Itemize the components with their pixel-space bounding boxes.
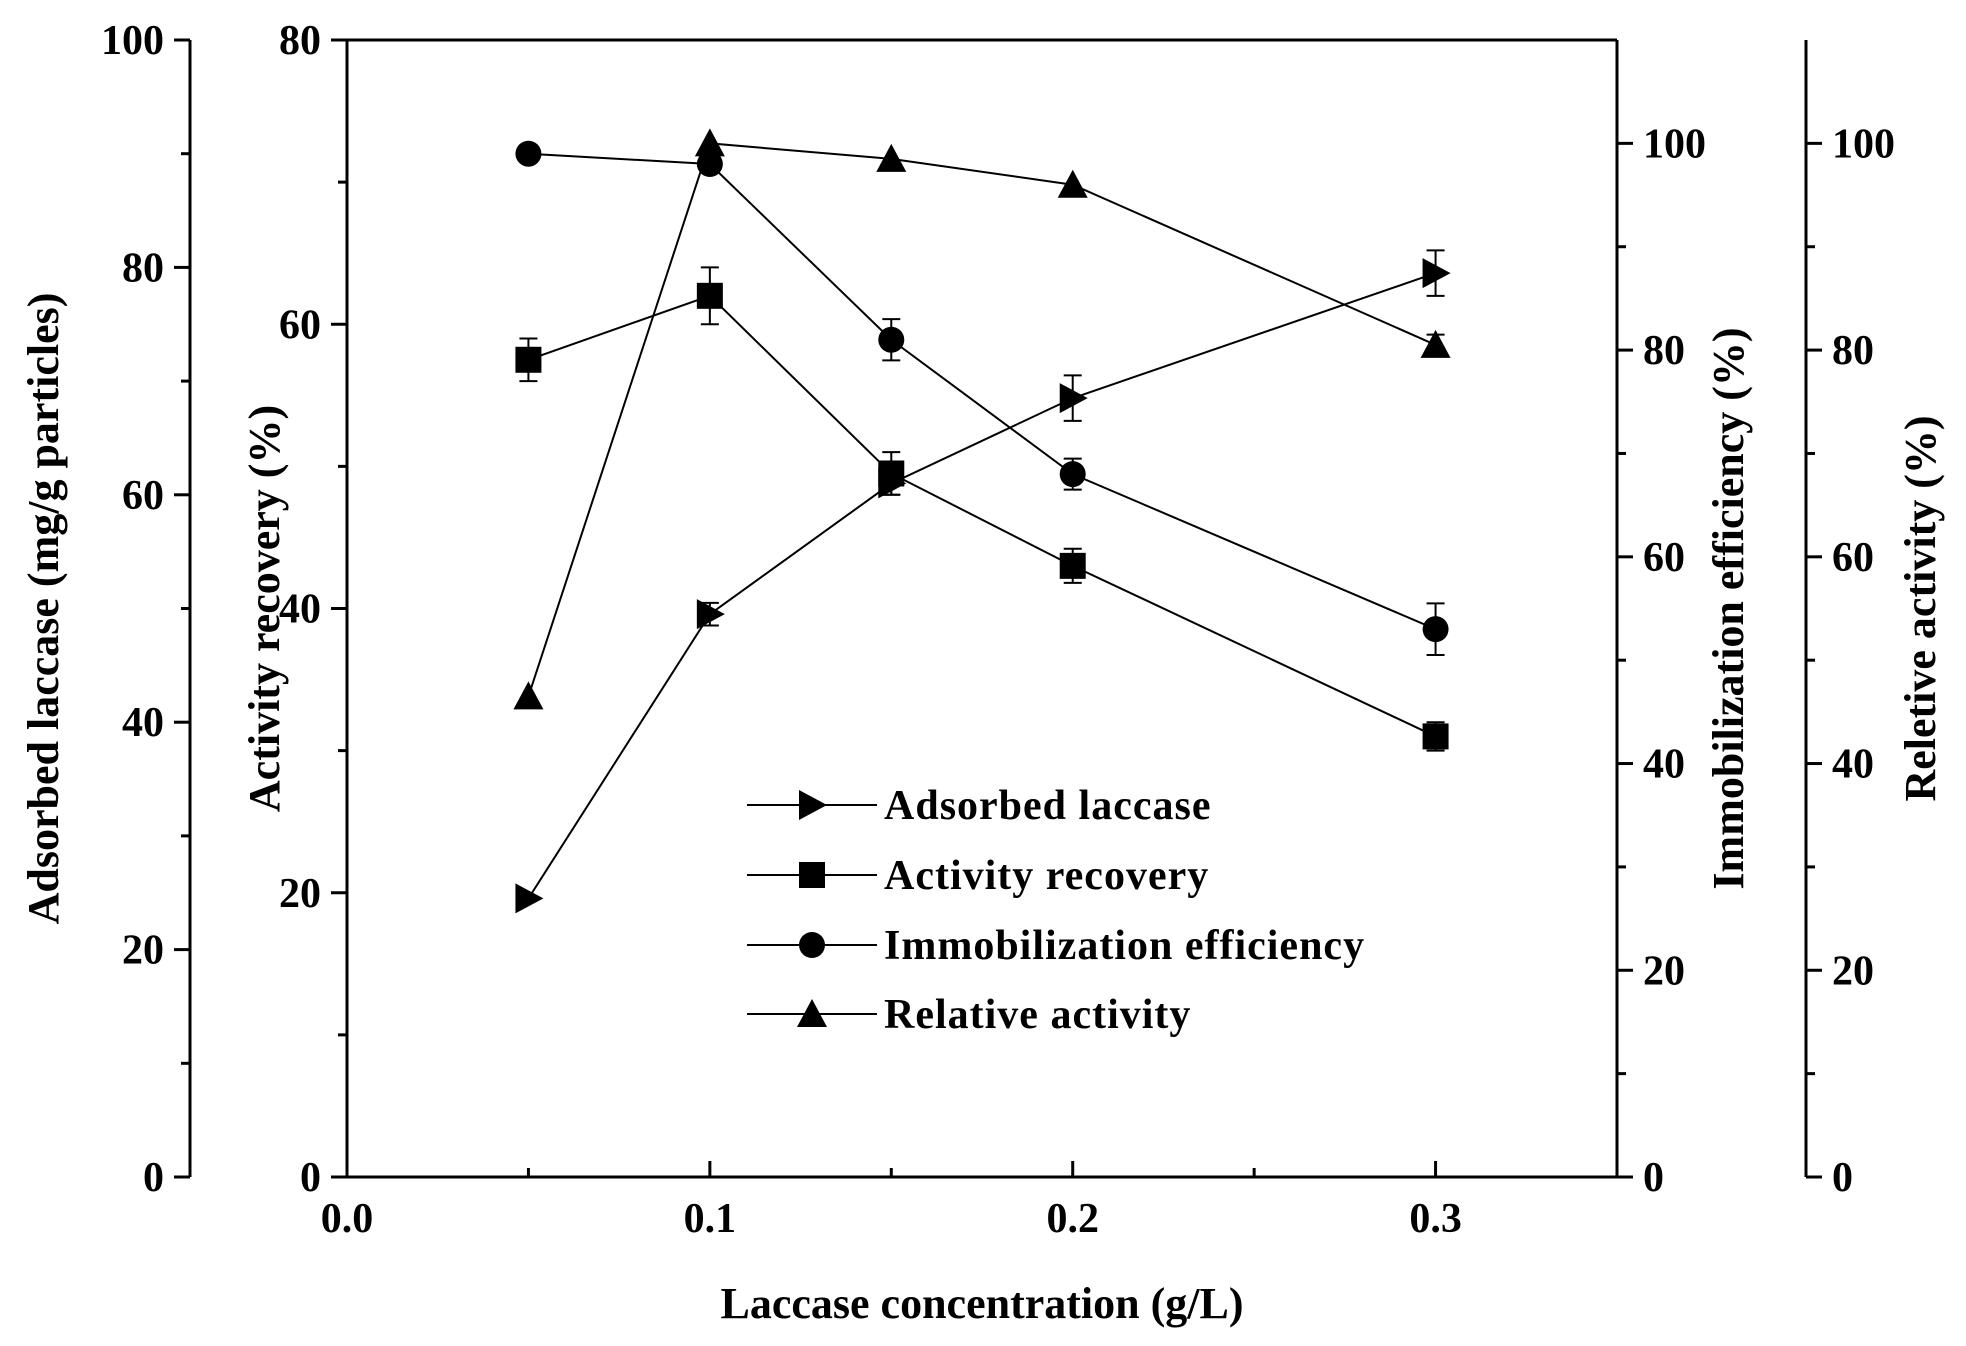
y-tick-label-adsorbed: 40 [122,700,164,746]
data-point-relative [1057,169,1088,198]
series-relative [513,128,1451,710]
y-tick-label-relative: 20 [1832,948,1874,994]
y-tick-label-relative: 100 [1832,121,1895,167]
legend-marker [797,999,827,1027]
axes: 0.0 0.1 0.2 0.3 Laccase concentration (g/L) 0… [19,18,1945,1328]
data-point-immobilization [1422,616,1449,643]
plot-frame [347,38,1617,1179]
y-tick-label-immobilization: 60 [1643,535,1685,581]
y-tick-label-recovery: 40 [279,587,321,633]
y-tick-label-relative: 80 [1832,328,1874,374]
data-point-relative [513,681,544,710]
data-point-adsorbed [1059,383,1088,414]
y-tick-label-relative: 0 [1832,1155,1853,1201]
series-line-relative [527,142,1436,697]
x-tick-label: 0.3 [1409,1196,1462,1242]
legend-label: Immobilization efficiency [884,923,1365,969]
data-point-adsorbed [696,599,725,630]
legend-item-immobilization: Immobilization efficiency [747,923,1365,969]
y-tick-label-immobilization: 80 [1643,328,1685,374]
legend-item-relative: Relative activity [747,992,1191,1038]
data-point-recovery [1059,552,1086,579]
y-tick-label-adsorbed: 20 [122,928,164,974]
legend-item-recovery: Activity recovery [747,853,1209,899]
legend-label: Adsorbed laccase [884,783,1211,829]
x-tick-label: 0.1 [684,1196,737,1242]
y-tick-label-immobilization: 20 [1643,948,1685,994]
data-point-recovery [1422,723,1449,750]
y-axis-title-immobilization: Immobilization efficiency (%) [1704,327,1753,889]
legend-item-adsorbed: Adsorbed laccase [747,783,1211,829]
y-tick-label-immobilization: 100 [1643,121,1706,167]
data-point-recovery [878,460,905,487]
legend: Adsorbed laccase Activity recovery Immobil… [747,783,1365,1038]
data-point-immobilization [1059,461,1086,488]
y-axis-title-adsorbed: Adsorbed laccase (mg/g particles) [19,293,68,925]
data-point-immobilization [878,326,905,353]
legend-marker [799,862,825,888]
data-point-recovery [696,282,723,309]
data-point-relative [1420,329,1451,358]
series-recovery [515,266,1449,752]
series-layer [513,128,1451,914]
legend-label: Activity recovery [884,853,1209,899]
y-tick-label-recovery: 80 [279,18,321,64]
x-axis-title: Laccase concentration (g/L) [721,1279,1244,1328]
y-tick-label-adsorbed: 100 [101,18,164,64]
legend-marker [799,790,827,820]
y-tick-label-recovery: 60 [279,302,321,348]
series-line-immobilization [528,152,1436,631]
y-axis-title-relative: Reletive activity (%) [1896,415,1945,801]
data-point-relative [876,143,907,172]
y-tick-label-immobilization: 40 [1643,742,1685,788]
data-point-adsorbed [515,883,544,914]
y-tick-label-relative: 40 [1832,742,1874,788]
y-tick-label-adsorbed: 60 [122,473,164,519]
y-tick-label-adsorbed: 0 [143,1155,164,1201]
y-tick-label-adsorbed: 80 [122,245,164,291]
series-immobilization [515,140,1449,657]
data-point-immobilization [515,140,542,167]
y-axis-title-recovery: Activity recovery (%) [240,405,289,812]
y-tick-label-relative: 60 [1832,535,1874,581]
data-point-recovery [515,346,542,373]
legend-marker [799,932,825,958]
data-point-adsorbed [1422,258,1451,289]
x-tick-label: 0.2 [1046,1196,1099,1242]
series-line-recovery [528,294,1436,738]
y-tick-label-recovery: 20 [279,871,321,917]
legend-label: Relative activity [884,992,1191,1038]
y-tick-label-recovery: 0 [300,1155,321,1201]
y-tick-label-immobilization: 0 [1643,1155,1664,1201]
data-point-immobilization [696,151,723,178]
data-point-relative [694,128,725,157]
x-tick-label: 0.0 [321,1196,374,1242]
